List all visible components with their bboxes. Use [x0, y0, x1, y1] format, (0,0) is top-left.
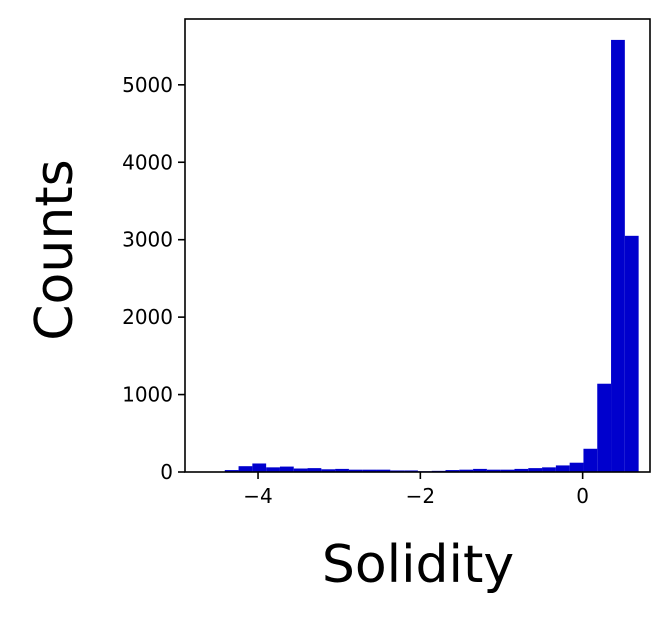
- y-tick-label-1: 1000: [122, 383, 173, 407]
- y-tick-label-3: 3000: [122, 228, 173, 252]
- y-tick-label-4: 4000: [122, 150, 173, 174]
- histogram-bar-25: [556, 465, 570, 472]
- x-tick-label-1: −2: [406, 484, 435, 508]
- histogram-bar-2: [239, 466, 253, 472]
- histogram-bar-26: [570, 463, 584, 472]
- histogram-bar-5: [280, 467, 294, 472]
- y-tick-label-0: 0: [160, 460, 173, 484]
- bars-layer: [211, 40, 639, 472]
- histogram-bar-27: [583, 449, 597, 472]
- histogram-bar-28: [597, 384, 611, 472]
- x-axis-title: Solidity: [322, 535, 514, 595]
- y-tick-label-5: 5000: [122, 73, 173, 97]
- ticks-layer: −4 −2 0 0 1000 2000 3000 4000 5000: [122, 73, 589, 508]
- histogram-bar-3: [252, 463, 266, 472]
- y-tick-label-2: 2000: [122, 305, 173, 329]
- y-axis-title: Counts: [25, 159, 85, 341]
- plot-frame: [185, 19, 650, 472]
- histogram-bar-30: [625, 236, 639, 472]
- x-tick-label-2: 0: [576, 484, 589, 508]
- histogram-bar-29: [611, 40, 625, 472]
- x-tick-label-0: −4: [243, 484, 272, 508]
